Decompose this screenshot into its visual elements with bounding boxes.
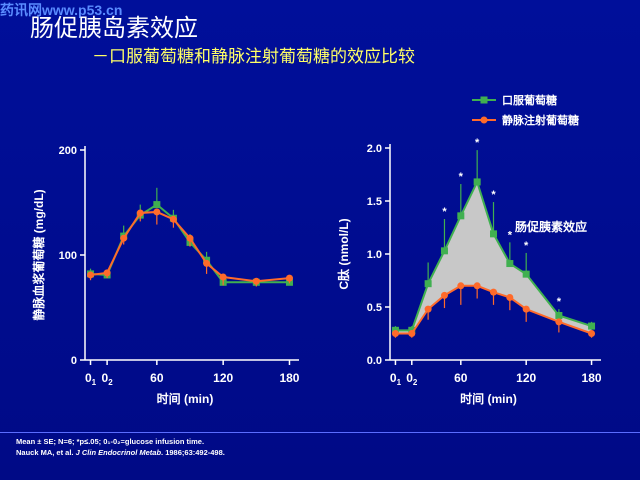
chart2-y-tick-label: 0.0 bbox=[367, 355, 382, 367]
chart2-oral-point bbox=[555, 311, 563, 319]
chart1-x-tick-subscript: 1 bbox=[92, 378, 97, 387]
chart1-iv-point bbox=[136, 209, 144, 217]
chart2-x-tick-label: 01 bbox=[390, 371, 402, 387]
chart1-iv-point bbox=[87, 271, 95, 279]
chart2-x-axis-label: 时间 (min) bbox=[460, 391, 517, 406]
chart1-y-axis-label: 静脉血浆葡萄糖 (mg/dL) bbox=[31, 189, 46, 320]
chart2-oral-point bbox=[522, 270, 530, 278]
chart2-x-tick-subscript: 1 bbox=[397, 378, 402, 387]
footer-stats-note: Mean ± SE; N=6; *p≤.05; 0₁-0₂=glucose in… bbox=[16, 437, 205, 446]
legend-label-iv: 静脉注射葡萄糖 bbox=[502, 113, 579, 127]
chart1-x-tick-label: 60 bbox=[150, 371, 164, 385]
chart1-iv-point bbox=[186, 234, 194, 242]
significance-star: * bbox=[524, 240, 529, 252]
chart2-iv-point bbox=[506, 293, 514, 301]
chart1-x-tick-label: 120 bbox=[213, 371, 233, 385]
chart2-x-tick-label: 02 bbox=[406, 371, 418, 387]
chart2-iv-point bbox=[522, 305, 530, 313]
chart2-x-tick-label: 120 bbox=[516, 371, 536, 385]
chart2-oral-point bbox=[440, 247, 448, 255]
incretin-effect-annotation: 肠促胰素效应 bbox=[515, 219, 587, 234]
chart1-iv-point bbox=[252, 277, 260, 285]
chart2-y-tick-label: 0.5 bbox=[367, 302, 382, 314]
significance-star: * bbox=[442, 206, 447, 218]
chart2-x-tick-label: 60 bbox=[454, 371, 468, 385]
chart2-oral-point bbox=[424, 280, 432, 288]
significance-star: * bbox=[475, 137, 480, 149]
chart1-x-tick-label: 02 bbox=[102, 371, 114, 387]
chart1-iv-point bbox=[203, 259, 211, 267]
chart2-oral-point bbox=[457, 212, 465, 220]
chart1-x-tick-subscript: 2 bbox=[108, 378, 113, 387]
significance-star: * bbox=[459, 171, 464, 183]
legend-marker-iv bbox=[480, 116, 488, 124]
significance-star: * bbox=[508, 229, 513, 241]
chart2-iv-point bbox=[408, 330, 416, 337]
chart2-x-tick-subscript: 2 bbox=[413, 378, 418, 387]
slide-subtitle: －口服葡萄糖和静脉注射葡萄糖的效应比较 bbox=[92, 47, 415, 67]
chart2-oral-point bbox=[490, 230, 497, 238]
footer-notes: Mean ± SE; N=6; *p≤.05; 0₁-0₂=glucose in… bbox=[16, 436, 225, 458]
chart1-iv-point bbox=[103, 269, 111, 277]
chart1-y-tick-label: 200 bbox=[59, 145, 77, 157]
chart2-iv-point bbox=[391, 330, 399, 337]
chart1-oral-point bbox=[153, 201, 161, 209]
significance-star: * bbox=[491, 189, 496, 201]
chart1-y-tick-label: 0 bbox=[71, 355, 77, 367]
chart2-iv-point bbox=[490, 288, 497, 296]
chart2-x-tick-label: 180 bbox=[582, 371, 602, 385]
chart2-iv-point bbox=[457, 282, 465, 290]
chart2-y-tick-label: 1.0 bbox=[367, 249, 382, 261]
chart2-y-axis-label: C肽 (nmol/L) bbox=[336, 218, 351, 289]
chart2-iv-point bbox=[424, 305, 432, 313]
chart2-iv-point bbox=[440, 291, 448, 299]
chart2-oral-point bbox=[588, 322, 596, 330]
chart1-x-axis-label: 时间 (min) bbox=[157, 391, 214, 406]
significance-star: * bbox=[557, 296, 562, 308]
chart1-iv-point bbox=[169, 215, 177, 223]
chart1-iv-point bbox=[285, 274, 293, 282]
chart2-iv-point bbox=[473, 282, 481, 290]
footer-divider bbox=[0, 432, 640, 433]
chart1-iv-point bbox=[219, 273, 227, 281]
slide-title: 肠促胰岛素效应 bbox=[30, 14, 198, 42]
chart2-iv-point bbox=[588, 330, 596, 337]
chart1-iv-point bbox=[153, 208, 161, 216]
chart2-y-tick-label: 2.0 bbox=[367, 143, 382, 155]
chart1-y-tick-label: 100 bbox=[59, 250, 77, 262]
chart1-x-tick-label: 01 bbox=[85, 371, 97, 387]
reference-journal: J Clin Endocrinol Metab bbox=[75, 448, 162, 457]
chart1-x-tick-label: 180 bbox=[279, 371, 299, 385]
reference-authors: Nauck MA, et al. bbox=[16, 448, 76, 457]
chart2-oral-point bbox=[506, 260, 514, 268]
legend-label-oral: 口服葡萄糖 bbox=[502, 93, 557, 107]
footer-reference: Nauck MA, et al. J Clin Endocrinol Metab… bbox=[16, 447, 225, 458]
chart2-iv-point bbox=[555, 318, 563, 326]
chart1-iv-point bbox=[120, 234, 128, 242]
chart2-oral-point bbox=[473, 178, 481, 186]
reference-citation: . 1986;63:492-498. bbox=[161, 448, 225, 457]
watermark: 药讯网www.p53.cn bbox=[0, 2, 123, 18]
legend-marker-oral bbox=[480, 96, 488, 104]
chart2-y-tick-label: 1.5 bbox=[367, 196, 382, 208]
